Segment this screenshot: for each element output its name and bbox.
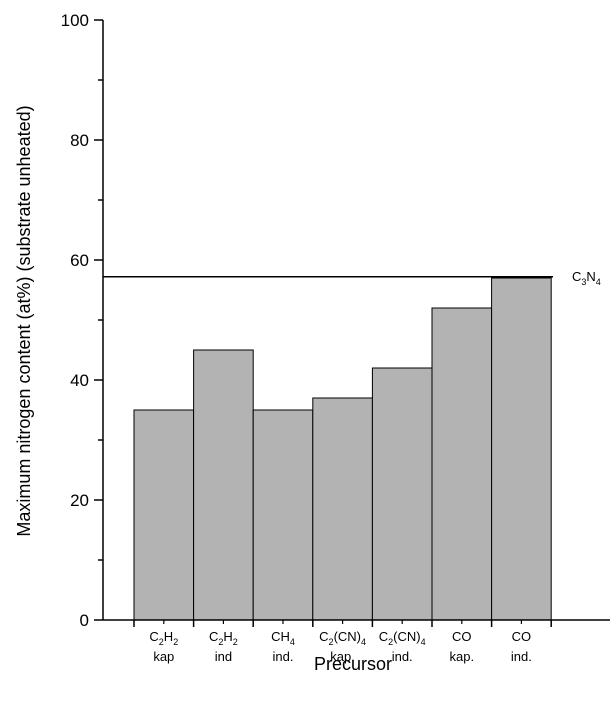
formula-subscript: 4	[290, 637, 295, 647]
axes-group	[94, 19, 610, 627]
x-tick-label-formula: C2​H2​	[209, 629, 238, 647]
formula-text: H	[223, 629, 232, 644]
formula-text: C	[572, 269, 581, 284]
formula-text: C	[209, 629, 218, 644]
formula-subscript: 2	[233, 637, 238, 647]
x-tick-label-formula: C2​H2​	[149, 629, 178, 647]
formula-text: C	[149, 629, 158, 644]
x-tick-label-formula: CO	[512, 629, 532, 644]
bars-group	[133, 277, 552, 621]
formula-subscript: 2	[329, 637, 334, 647]
x-tick-label-method: kap.	[450, 649, 475, 664]
formula-subscript: 2	[173, 637, 178, 647]
x-tick-label-method: ind.	[273, 649, 294, 664]
x-tick-label-formula: CH4​	[271, 629, 295, 647]
x-tick-label-method: kap.	[330, 649, 355, 664]
formula-text: CO	[452, 629, 472, 644]
formula-text: H	[164, 629, 173, 644]
x-tick-label-formula: C2​(CN)4​	[379, 629, 426, 647]
bar-7	[491, 277, 552, 621]
x-tick-label-method: ind	[215, 649, 232, 664]
y-tick-label: 60	[70, 251, 89, 270]
formula-text: CH	[271, 629, 290, 644]
formula-text: (CN)	[334, 629, 361, 644]
formula-subscript: 2	[159, 637, 164, 647]
formula-subscript: 4	[361, 637, 366, 647]
bar-1	[133, 409, 195, 621]
y-tick-label: 20	[70, 491, 89, 510]
x-tick-label-formula: C2​(CN)4​	[319, 629, 366, 647]
bar-2	[193, 349, 254, 621]
x-tick-label-method: kap	[153, 649, 174, 664]
bar-6	[431, 307, 493, 621]
formula-subscript: 3	[581, 277, 586, 287]
x-tick-label-formula: CO	[452, 629, 472, 644]
bar-3	[252, 409, 314, 621]
formula-text: N	[586, 269, 595, 284]
x-tick-labels: C2​H2​kapC2​H2​indCH4​ind.C2​(CN)4​kap.C…	[149, 629, 531, 664]
y-tick-label: 40	[70, 371, 89, 390]
formula-text: (CN)	[393, 629, 420, 644]
formula-text: CO	[512, 629, 532, 644]
formula-subscript: 2	[218, 637, 223, 647]
formula-subscript: 4	[596, 277, 601, 287]
formula-text: C	[379, 629, 388, 644]
x-axis-title: Precursor	[314, 654, 392, 674]
y-tick-label: 0	[80, 611, 89, 630]
y-axis-title: Maximum nitrogen content (at%) (substrat…	[14, 105, 34, 536]
reference-line-label: C3​N4​	[572, 269, 601, 287]
y-tick-label: 100	[61, 11, 89, 30]
formula-subscript: 4	[421, 637, 426, 647]
bar-4	[312, 397, 373, 621]
x-tick-label-method: ind.	[511, 649, 532, 664]
bar-5	[371, 367, 433, 621]
formula-subscript: 2	[388, 637, 393, 647]
formula-text: C	[319, 629, 328, 644]
y-tick-labels: 0 20 40 60 80 100	[61, 11, 89, 630]
y-tick-label: 80	[70, 131, 89, 150]
x-tick-label-method: ind.	[392, 649, 413, 664]
